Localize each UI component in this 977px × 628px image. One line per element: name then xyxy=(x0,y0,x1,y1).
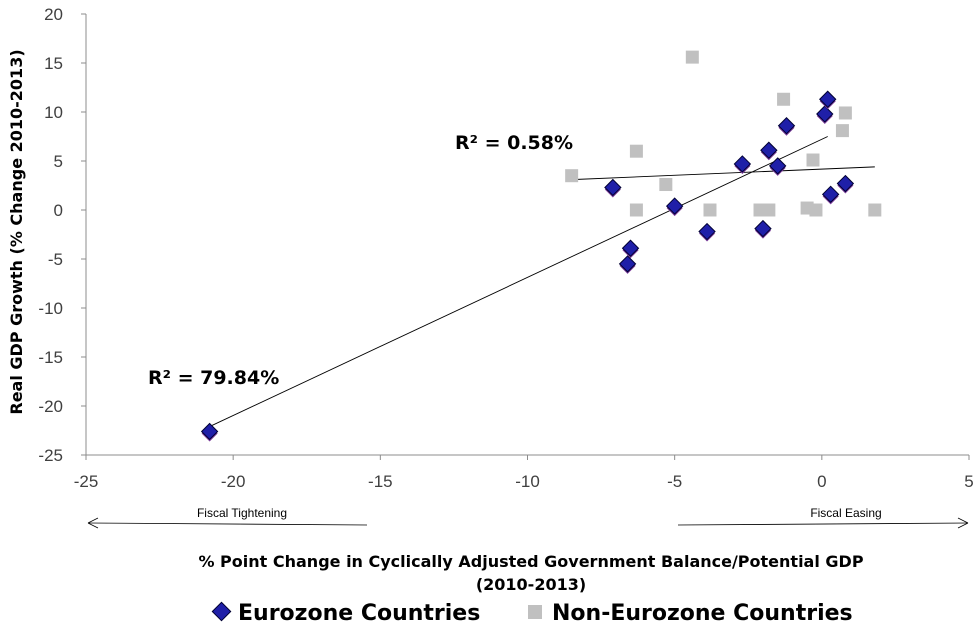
trendline-eurozone xyxy=(209,136,828,427)
y-tick-label: 15 xyxy=(44,54,63,73)
eurozone-point xyxy=(819,90,837,110)
fiscal-tightening-arrow xyxy=(87,517,368,529)
y-tick-label: 5 xyxy=(54,152,63,171)
r2-label-non-eurozone: R² = 0.58% xyxy=(455,132,573,154)
trendline-non-eurozone xyxy=(571,166,875,181)
eurozone-point xyxy=(754,219,772,239)
y-axis-title: Real GDP Growth (% Change 2010-2013) xyxy=(7,49,26,414)
legend-label-non-eurozone: Non-Eurozone Countries xyxy=(552,601,853,626)
eurozone-point xyxy=(816,105,834,124)
x-tick-label: -5 xyxy=(667,472,682,491)
x-ticks: -25 -20 -15 -10 -5 0 5 xyxy=(74,455,974,491)
y-tick-label: -25 xyxy=(38,446,63,465)
fiscal-tightening-label: Fiscal Tightening xyxy=(197,506,287,520)
non-eurozone-point xyxy=(838,106,852,120)
fiscal-easing-label: Fiscal Easing xyxy=(810,506,881,520)
x-tick-label: -20 xyxy=(221,472,246,491)
eurozone-point xyxy=(604,178,622,198)
y-ticks: -25 -20 -15 -10 -5 0 5 10 15 20 xyxy=(38,5,86,465)
non-eurozone-point xyxy=(868,203,882,217)
trendlines xyxy=(209,136,875,427)
eurozone-point xyxy=(760,141,778,161)
y-tick-label: 20 xyxy=(44,5,63,24)
y-tick-label: -15 xyxy=(38,348,63,367)
non-eurozone-point xyxy=(629,144,643,158)
series-eurozone-points xyxy=(200,90,855,442)
x-tick-label: -10 xyxy=(515,472,540,491)
y-tick-label: 0 xyxy=(54,201,63,220)
x-tick-label: -15 xyxy=(368,472,393,491)
non-eurozone-point xyxy=(685,50,699,64)
x-axis-title-line1: % Point Change in Cyclically Adjusted Go… xyxy=(198,552,863,571)
legend-marker-non-eurozone xyxy=(528,605,542,619)
non-eurozone-point xyxy=(565,169,579,183)
legend-marker-eurozone xyxy=(211,601,232,622)
y-tick-label: -5 xyxy=(48,250,63,269)
legend-label-eurozone: Eurozone Countries xyxy=(238,601,480,626)
x-tick-label: -25 xyxy=(74,472,99,491)
non-eurozone-point xyxy=(659,178,673,192)
r2-label-eurozone: R² = 79.84% xyxy=(148,367,279,389)
non-eurozone-point xyxy=(777,92,791,106)
y-tick-label: -10 xyxy=(38,299,63,318)
eurozone-point xyxy=(821,185,840,205)
x-tick-label: 5 xyxy=(964,472,973,491)
y-tick-label: -20 xyxy=(38,397,63,416)
series-non-eurozone-points xyxy=(565,50,882,217)
eurozone-point xyxy=(621,239,640,259)
legend: Eurozone Countries Non-Eurozone Countrie… xyxy=(211,601,853,626)
non-eurozone-point xyxy=(806,153,820,167)
x-tick-label: 0 xyxy=(817,472,826,491)
eurozone-point xyxy=(733,155,752,174)
x-axis-title-line2: (2010-2013) xyxy=(476,575,586,594)
eurozone-point xyxy=(777,117,796,136)
non-eurozone-point xyxy=(835,124,849,138)
eurozone-point xyxy=(768,157,787,176)
non-eurozone-point xyxy=(703,203,717,217)
eurozone-point xyxy=(698,222,716,242)
non-eurozone-point xyxy=(762,203,776,217)
eurozone-point xyxy=(836,174,855,194)
non-eurozone-point xyxy=(809,203,823,217)
non-eurozone-point xyxy=(629,203,643,217)
fiscal-easing-arrow xyxy=(677,517,969,529)
eurozone-point xyxy=(200,422,219,442)
eurozone-point xyxy=(618,255,637,274)
y-tick-label: 10 xyxy=(44,103,63,122)
eurozone-point xyxy=(665,197,684,217)
